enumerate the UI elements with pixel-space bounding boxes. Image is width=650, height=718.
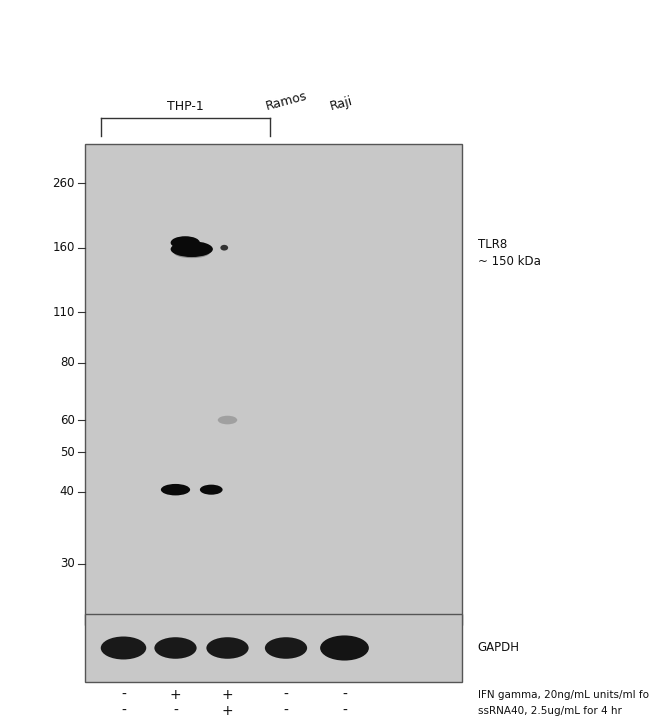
Text: Ramos: Ramos: [264, 89, 308, 113]
Text: 260: 260: [53, 177, 75, 190]
Text: +: +: [170, 688, 181, 702]
Ellipse shape: [218, 416, 237, 424]
Text: GAPDH: GAPDH: [478, 641, 520, 655]
Ellipse shape: [101, 637, 146, 659]
Text: ssRNA40, 2.5ug/mL for 4 hr: ssRNA40, 2.5ug/mL for 4 hr: [478, 706, 621, 716]
FancyBboxPatch shape: [84, 614, 462, 682]
Text: TLR8
~ 150 kDa: TLR8 ~ 150 kDa: [478, 238, 541, 268]
Text: 80: 80: [60, 356, 75, 369]
Ellipse shape: [200, 485, 222, 495]
Text: +: +: [222, 688, 233, 702]
Text: -: -: [283, 704, 289, 718]
Text: -: -: [121, 704, 126, 718]
Text: -: -: [283, 688, 289, 702]
Text: +: +: [222, 704, 233, 718]
Text: THP-1: THP-1: [167, 100, 203, 113]
Text: -: -: [342, 704, 347, 718]
Text: 40: 40: [60, 485, 75, 498]
Ellipse shape: [170, 241, 213, 257]
Text: -: -: [342, 688, 347, 702]
Text: IFN gamma, 20ng/mL units/ml for 16 hr: IFN gamma, 20ng/mL units/ml for 16 hr: [478, 690, 650, 700]
Text: -: -: [173, 704, 178, 718]
Ellipse shape: [161, 484, 190, 495]
FancyBboxPatch shape: [84, 144, 462, 625]
Text: 30: 30: [60, 557, 75, 570]
Ellipse shape: [206, 638, 248, 659]
Text: 110: 110: [53, 306, 75, 319]
Ellipse shape: [174, 247, 209, 258]
Ellipse shape: [265, 638, 307, 659]
Text: 60: 60: [60, 414, 75, 426]
Text: 160: 160: [53, 241, 75, 254]
Text: Raji: Raji: [328, 94, 354, 113]
Text: 50: 50: [60, 446, 75, 459]
Ellipse shape: [155, 638, 196, 659]
Ellipse shape: [170, 236, 200, 249]
Ellipse shape: [320, 635, 369, 661]
Ellipse shape: [220, 245, 228, 251]
Text: -: -: [121, 688, 126, 702]
